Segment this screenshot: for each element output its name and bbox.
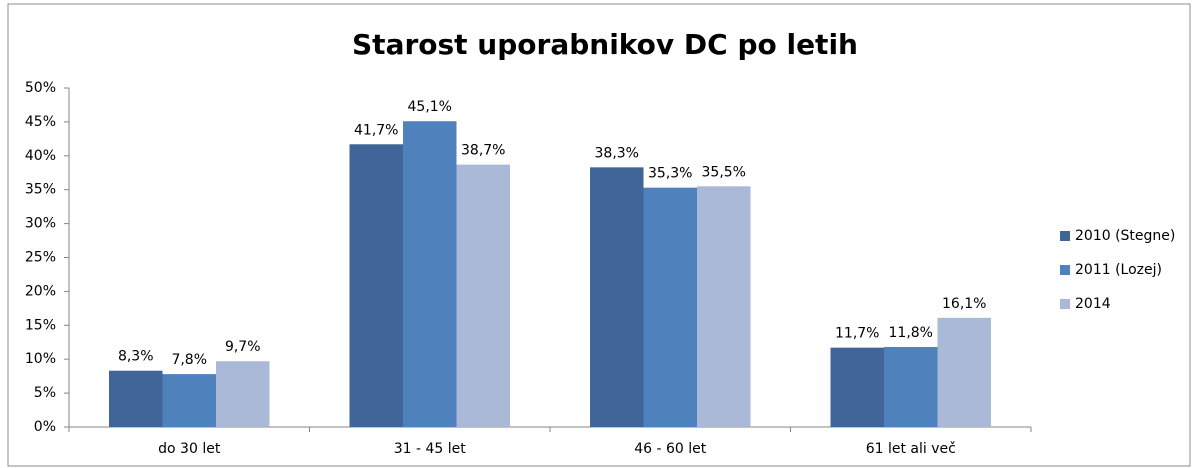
legend-swatch	[1060, 231, 1070, 241]
y-tick-label: 30%	[25, 216, 56, 232]
legend-label: 2011 (Lozej)	[1075, 262, 1162, 278]
value-label: 45,1%	[408, 99, 452, 115]
bar	[697, 186, 751, 427]
x-tick-label: 31 - 45 let	[394, 441, 467, 457]
value-label: 16,1%	[942, 296, 986, 312]
value-label: 35,3%	[648, 166, 692, 182]
value-label: 38,3%	[595, 145, 639, 161]
legend-label: 2010 (Stegne)	[1075, 228, 1175, 244]
bar	[884, 346, 938, 427]
y-tick-label: 10%	[25, 351, 56, 367]
legend-swatch	[1060, 299, 1070, 309]
value-label: 35,5%	[702, 164, 746, 180]
bar	[590, 167, 644, 428]
y-tick-label: 25%	[25, 250, 56, 266]
bar	[216, 361, 270, 427]
legend-swatch	[1060, 265, 1070, 275]
y-tick-label: 0%	[34, 419, 56, 435]
value-label: 11,8%	[889, 325, 933, 341]
bar	[830, 347, 884, 427]
bar	[403, 121, 457, 428]
legend-label: 2014	[1075, 296, 1111, 312]
value-label: 8,3%	[118, 349, 154, 365]
y-tick-label: 15%	[25, 317, 56, 333]
bar	[162, 374, 216, 427]
bar	[643, 187, 697, 427]
value-label: 9,7%	[225, 339, 261, 355]
bar	[937, 317, 991, 427]
y-tick-label: 35%	[25, 182, 56, 198]
x-tick-label: do 30 let	[158, 441, 221, 457]
chart-title: Starost uporabnikov DC po letih	[352, 28, 858, 61]
x-tick-label: 61 let ali več	[866, 441, 956, 457]
value-label: 11,7%	[835, 326, 879, 342]
bar	[349, 144, 403, 428]
y-tick-label: 40%	[25, 148, 56, 164]
y-tick-label: 50%	[25, 80, 56, 96]
value-label: 38,7%	[461, 143, 505, 159]
value-label: 7,8%	[171, 352, 207, 368]
y-tick-label: 45%	[25, 114, 56, 130]
x-tick-label: 46 - 60 let	[634, 441, 707, 457]
bar	[109, 370, 163, 427]
value-label: 41,7%	[354, 122, 398, 138]
y-tick-label: 5%	[34, 385, 56, 401]
bar	[456, 164, 510, 427]
y-tick-label: 20%	[25, 283, 56, 299]
